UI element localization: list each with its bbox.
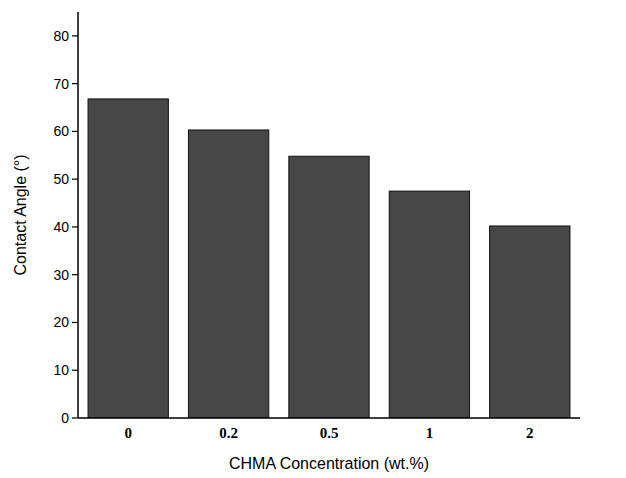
- y-tick: [72, 179, 78, 180]
- y-tick: [72, 35, 78, 36]
- y-tick: [72, 83, 78, 84]
- x-axis: [78, 417, 580, 419]
- y-tick: [72, 417, 78, 418]
- y-tick: [72, 322, 78, 323]
- y-tick-label: 10: [53, 362, 69, 378]
- y-tick-label: 80: [53, 28, 69, 44]
- x-tick-label: 2: [526, 425, 534, 441]
- y-tick-label: 50: [53, 171, 69, 187]
- bar: [289, 156, 369, 418]
- bar: [490, 226, 570, 418]
- y-axis: [77, 12, 79, 418]
- chart: 0 10 20 30 40 50 60 70 80 0 0.2 0.5 1 2 CHMA Concentra…: [0, 0, 626, 478]
- y-tick: [72, 274, 78, 275]
- x-tick-label: 0: [124, 425, 132, 441]
- x-tick-label: 0.2: [219, 425, 238, 441]
- bar: [88, 99, 168, 418]
- x-axis-title: CHMA Concentration (wt.%): [229, 455, 429, 472]
- y-tick: [72, 370, 78, 371]
- x-tick-label: 1: [426, 425, 434, 441]
- y-tick: [72, 226, 78, 227]
- y-tick: [72, 131, 78, 132]
- bar: [389, 191, 469, 418]
- bar: [188, 130, 268, 418]
- y-tick-label: 40: [53, 219, 69, 235]
- y-tick-label: 70: [53, 76, 69, 92]
- y-tick-label: 60: [53, 123, 69, 139]
- y-tick-label: 0: [61, 410, 69, 426]
- x-tick-label: 0.5: [320, 425, 339, 441]
- bars: [88, 99, 570, 418]
- y-tick-label: 20: [53, 314, 69, 330]
- y-tick-label: 30: [53, 267, 69, 283]
- y-axis-title: Contact Angle (°): [12, 154, 29, 275]
